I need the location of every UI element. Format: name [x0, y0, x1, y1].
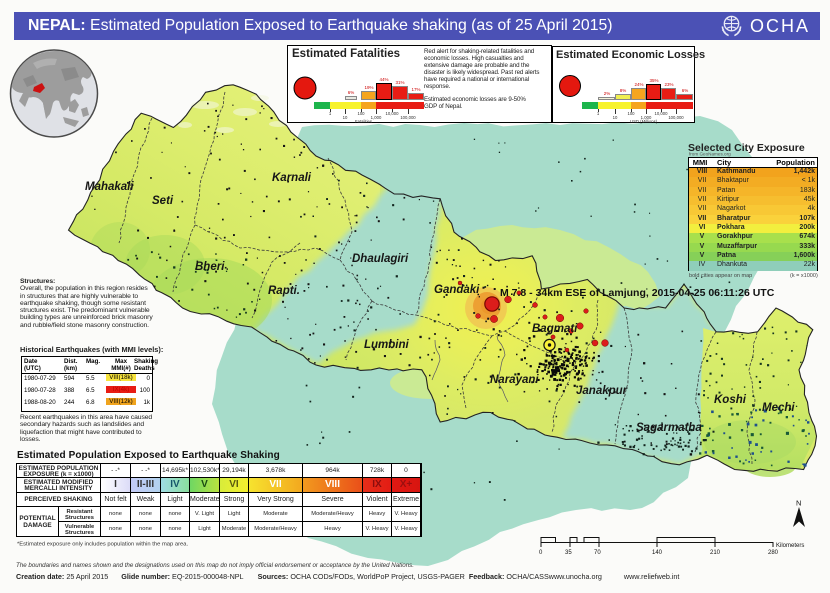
svg-text:Narayani: Narayani — [490, 374, 539, 386]
svg-text:140: 140 — [652, 550, 663, 556]
svg-text:35: 35 — [565, 550, 572, 556]
svg-text:Bagmati: Bagmati — [532, 323, 578, 335]
svg-text:Bheri: Bheri — [195, 261, 225, 273]
svg-text:Janakpur: Janakpur — [576, 385, 628, 397]
svg-text:Karnali: Karnali — [272, 172, 312, 184]
svg-text:Sagarmatha: Sagarmatha — [636, 422, 702, 434]
svg-text:Gandaki: Gandaki — [434, 284, 480, 296]
svg-text:Seti: Seti — [152, 195, 174, 207]
svg-text:210: 210 — [710, 550, 721, 556]
svg-text:70: 70 — [594, 550, 601, 556]
svg-text:Dhaulagiri: Dhaulagiri — [352, 253, 409, 265]
svg-text:Kilometers: Kilometers — [776, 543, 804, 549]
svg-text:Lumbini: Lumbini — [364, 339, 410, 351]
svg-text:Mahakali: Mahakali — [85, 181, 134, 193]
svg-text:Koshi: Koshi — [714, 394, 747, 406]
svg-text:280: 280 — [768, 550, 779, 556]
svg-text:N: N — [796, 499, 801, 508]
svg-text:Rapti.: Rapti. — [268, 285, 300, 297]
svg-text:M 7.8 - 34km ESE of Lamjung, 2: M 7.8 - 34km ESE of Lamjung, 2015-04-25 … — [500, 287, 775, 299]
svg-text:0: 0 — [539, 550, 543, 556]
svg-text:Mechi: Mechi — [762, 402, 795, 414]
